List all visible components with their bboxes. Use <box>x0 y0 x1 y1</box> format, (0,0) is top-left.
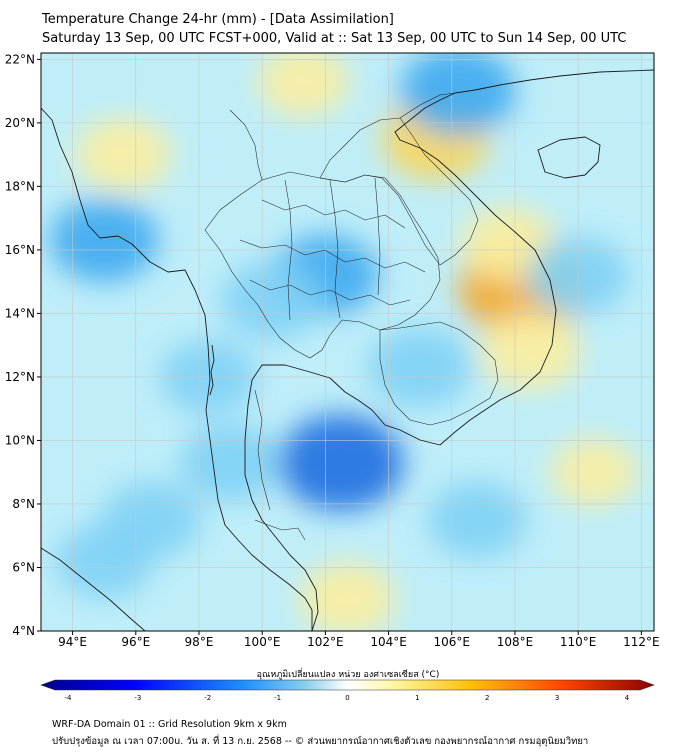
border-laos <box>319 117 479 266</box>
coastline-mainland <box>41 107 313 631</box>
colorbar-tick-label: -1 <box>274 694 281 702</box>
lat-tick-label: 8°N <box>12 497 35 511</box>
graticule <box>41 53 654 631</box>
cool-anomaly-14 <box>179 423 282 502</box>
border-provinces-6 <box>374 177 381 296</box>
lon-tick-label: 104°E <box>370 635 407 649</box>
colorbar-tick-label: -2 <box>204 694 211 702</box>
border-provinces-5 <box>329 179 341 319</box>
lat-tick-label: 10°N <box>5 433 35 447</box>
coastlines <box>41 69 654 631</box>
cool-anomaly-9 <box>400 53 516 136</box>
coastline-hainan <box>537 136 601 179</box>
border-provinces-3 <box>249 279 411 306</box>
cool-anomaly-12 <box>220 261 323 340</box>
lon-tick-label: 94°E <box>58 635 87 649</box>
colorbar-title: อุณหภูมิเปลี่ยนแปลง หน่วย องศาเซลเซียส (… <box>257 667 440 680</box>
colorbar-tick-label: 4 <box>625 694 630 702</box>
lat-tick-label: 20°N <box>5 116 35 130</box>
lat-tick-label: 18°N <box>5 179 35 193</box>
warm-anomaly-2 <box>480 312 582 391</box>
lat-tick-label: 22°N <box>5 52 35 66</box>
colorbar-tick-label: 0 <box>345 694 349 702</box>
border-malaysia <box>254 519 306 541</box>
lon-tick-label: 96°E <box>121 635 150 649</box>
colorbar-ticks: -4 -3 -2 -1 0 1 2 3 4 <box>65 694 630 702</box>
cool-anomaly-8 <box>278 414 404 511</box>
colorbar: อุณหภูมิเปลี่ยนแปลง หน่วย องศาเซลเซียส (… <box>40 667 655 702</box>
lat-tick-label: 4°N <box>12 624 35 638</box>
coastline-gulf-east <box>244 69 654 631</box>
footer-credits: ปรับปรุงข้อมูล ณ เวลา 07:00u. วัน ส. ที่… <box>52 736 589 747</box>
cool-anomaly-18 <box>55 523 153 599</box>
warm-anomaly-4 <box>299 562 396 631</box>
lon-tick-label: 106°E <box>434 635 471 649</box>
longitude-ticks: 94°E 96°E 98°E 100°E 102°E 104°E 106°E 108°E 110… <box>58 631 660 649</box>
lon-tick-label: 102°E <box>307 635 344 649</box>
admin-borders <box>204 92 499 541</box>
colorbar-tick-label: -4 <box>65 694 73 702</box>
lon-tick-label: 110°E <box>560 635 597 649</box>
colorbar-tick-label: 2 <box>485 694 489 702</box>
border-provinces-1 <box>261 199 406 229</box>
map-subtitle: Saturday 13 Sep, 00 UTC FCST+000, Valid … <box>42 31 627 46</box>
coastline-sumatra <box>41 547 146 631</box>
colorbar-scale <box>40 679 655 691</box>
lat-tick-label: 12°N <box>5 370 35 384</box>
map-figure: 94°E 96°E 98°E 100°E 102°E 104°E 106°E 108°E 110… <box>5 52 660 702</box>
border-provinces-7 <box>254 389 271 511</box>
lon-tick-label: 100°E <box>244 635 281 649</box>
lon-tick-label: 108°E <box>497 635 534 649</box>
border-provinces-4 <box>284 179 293 321</box>
cool-anomaly-13 <box>368 327 473 408</box>
map-frame <box>40 52 655 632</box>
warm-anomaly-3 <box>74 117 172 192</box>
lat-tick-label: 14°N <box>5 306 35 320</box>
cool-anomaly-17 <box>427 481 527 558</box>
lat-tick-label: 16°N <box>5 243 35 257</box>
map-title: Temperature Change 24-hr (mm) - [Data As… <box>42 12 394 27</box>
cool-anomaly-10 <box>49 198 159 283</box>
warm-anomaly-6 <box>550 438 638 506</box>
colorbar-tick-label: -3 <box>134 694 141 702</box>
lat-tick-label: 6°N <box>12 560 35 574</box>
coastline-andaman <box>209 344 215 396</box>
latitude-ticks: 22°N 20°N 18°N 16°N 14°N 12°N 10°N 8°N 6°N 4°N <box>5 52 41 638</box>
lon-tick-label: 112°E <box>623 635 660 649</box>
border-myanmar-east <box>229 109 263 181</box>
colorbar-tick-label: 1 <box>415 694 419 702</box>
warm-anomaly-5 <box>257 53 350 117</box>
border-vietnam <box>399 92 456 119</box>
border-provinces-2 <box>239 239 426 273</box>
border-cambodia <box>379 321 499 426</box>
colorbar-tick-label: 3 <box>555 694 559 702</box>
lon-tick-label: 98°E <box>185 635 214 649</box>
footer-domain-info: WRF-DA Domain 01 :: Grid Resolution 9km … <box>52 719 287 730</box>
